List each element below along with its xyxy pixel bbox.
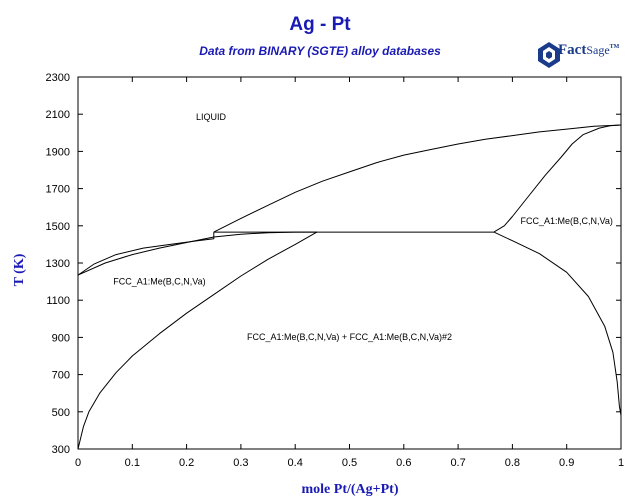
phase-boundary-2 (77, 232, 215, 276)
y-tick-label: 700 (52, 370, 70, 382)
region-label: FCC_A1:Me(B,C,N,Va) (521, 216, 613, 226)
x-tick-label: 0.5 (342, 457, 357, 469)
phase-boundary-6 (493, 231, 622, 416)
y-tick-label: 1900 (46, 146, 70, 158)
logo-trademark: TM (609, 44, 620, 50)
logo-text-fact: Fact (558, 42, 587, 58)
phase-boundary-3 (213, 124, 622, 233)
x-tick-label: 0.6 (396, 457, 411, 469)
y-tick-label: 300 (52, 444, 70, 456)
axis-ticks: 0 0.1 0.2 0.3 0.4 0.5 0.6 0.7 0.8 0.9 130050070090… (46, 72, 625, 469)
x-tick-label: 0.7 (450, 457, 465, 469)
region-label: FCC_A1:Me(B,C,N,Va) (113, 276, 205, 286)
y-tick-label: 1100 (46, 295, 70, 307)
y-tick-label: 1500 (46, 221, 70, 233)
x-tick-label: 0.1 (125, 457, 140, 469)
x-tick-label: 1 (618, 457, 624, 469)
x-tick-label: 0 (75, 457, 81, 469)
plot-frame (77, 76, 622, 450)
phase-boundaries (77, 124, 622, 450)
x-tick-label: 0.8 (505, 457, 520, 469)
logo-text-sage: Sage (586, 43, 610, 57)
region-label: FCC_A1:Me(B,C,N,Va) + FCC_A1:Me(B,C,N,Va… (247, 332, 452, 342)
x-tick-label: 0.3 (233, 457, 248, 469)
chart-subtitle: Data from BINARY (SGTE) alloy databases (199, 44, 441, 58)
region-labels: LIQUID FCC_A1:Me(B,C,N,Va) FCC_A1:Me(B,C,N… (113, 112, 613, 342)
y-tick-label: 2100 (46, 109, 70, 121)
x-tick-label: 0.4 (288, 457, 303, 469)
factsage-logo: FactSageTM (536, 40, 636, 76)
y-tick-label: 1300 (46, 258, 70, 270)
y-tick-label: 2300 (46, 72, 70, 84)
phase-boundary-5 (493, 124, 622, 233)
x-tick-label: 0.9 (559, 457, 574, 469)
y-tick-label: 500 (52, 407, 70, 419)
x-tick-label: 0.2 (179, 457, 194, 469)
chart-title: Ag - Pt (289, 14, 351, 35)
y-axis-label: T (K) (12, 253, 27, 287)
phase-boundary-1 (77, 231, 317, 276)
x-axis-label: mole Pt/(Ag+Pt) (301, 482, 399, 497)
phase-boundary-7 (77, 231, 318, 450)
y-tick-label: 900 (52, 332, 70, 344)
factsage-logo-icon (538, 42, 560, 68)
y-tick-label: 1700 (46, 184, 70, 196)
logo-text: FactSageTM (558, 42, 619, 59)
region-label: LIQUID (196, 112, 227, 122)
